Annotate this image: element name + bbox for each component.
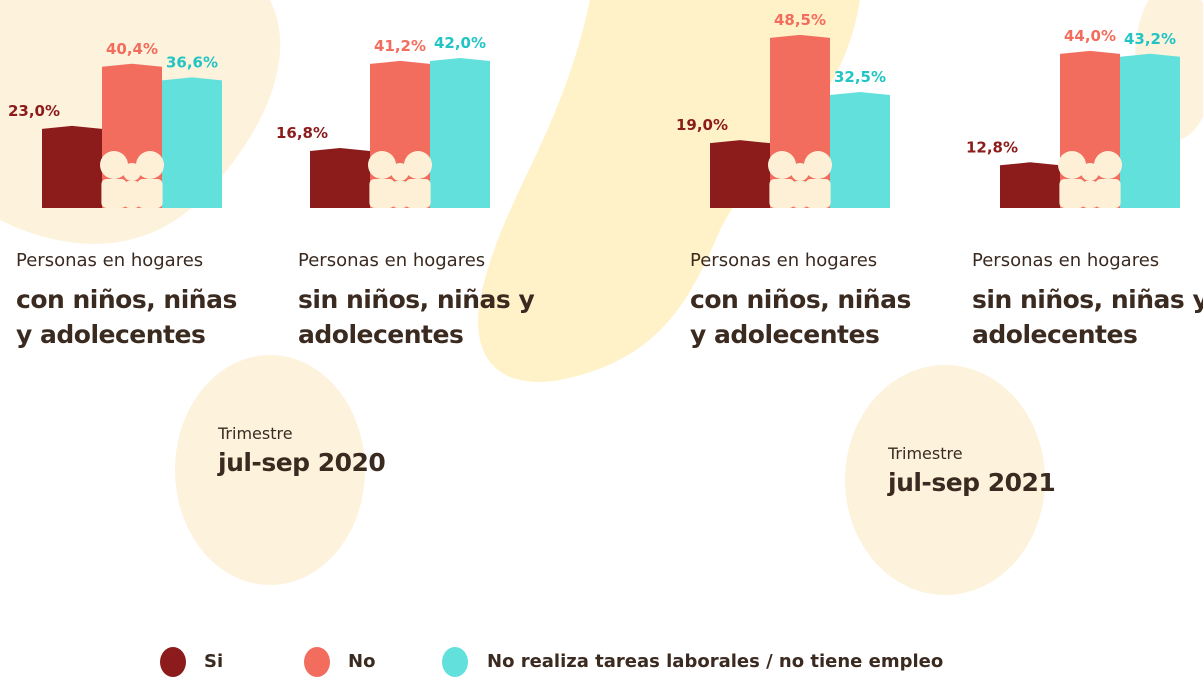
icon (137, 179, 163, 208)
subtitle: Personas en hogares (16, 250, 204, 271)
value-label: 16,8% (276, 124, 328, 142)
group-title: sin niños, niñas y adolecentes (298, 285, 535, 349)
icon (404, 151, 432, 179)
value-label: 23,0% (8, 102, 60, 120)
value-label: 19,0% (676, 116, 728, 134)
value-label: 43,2% (1124, 30, 1176, 48)
icon (791, 181, 809, 208)
bar (710, 140, 770, 208)
icon (1081, 181, 1099, 208)
value-label: 48,5% (774, 11, 826, 29)
period-value: jul-sep 2021 (888, 468, 1056, 497)
group-title: sin niños, niñas y adolecentes (972, 285, 1203, 349)
value-label: 41,2% (374, 37, 426, 55)
icon (405, 179, 431, 208)
period-value: jul-sep 2020 (218, 448, 386, 477)
legend-marker (160, 647, 186, 677)
value-label: 32,5% (834, 68, 886, 86)
bar (310, 148, 370, 208)
subtitle: Personas en hogares (298, 250, 486, 271)
bar (162, 77, 222, 208)
value-label: 42,0% (434, 34, 486, 52)
icon (1058, 151, 1086, 179)
icon (368, 151, 396, 179)
blob (845, 365, 1045, 595)
icon (369, 179, 395, 208)
icon (100, 151, 128, 179)
legend-marker (304, 647, 330, 677)
icon (1059, 179, 1085, 208)
bar-chart: 23,0% 40,4% 36,6% 16,8% 41,2% 42,0% 19,0% 48,5%… (8, 11, 1180, 209)
period-label: Trimestre (218, 424, 293, 443)
bar (830, 91, 890, 208)
value-label: 44,0% (1064, 27, 1116, 45)
blob (478, 0, 860, 382)
icon (805, 179, 831, 208)
bar (1120, 53, 1180, 208)
bar (42, 125, 102, 208)
subtitle: Personas en hogares (690, 250, 878, 271)
icon (101, 179, 127, 208)
icon (804, 151, 832, 179)
legend-marker (442, 647, 468, 677)
group-title: con niños, niñas y adolecentes (690, 285, 911, 349)
icon (1094, 151, 1122, 179)
subtitle: Personas en hogares (972, 250, 1160, 271)
blob (175, 355, 365, 585)
value-label: 36,6% (166, 53, 218, 71)
icon (1095, 179, 1121, 208)
value-label: 12,8% (966, 138, 1018, 156)
legend-label: No realiza tareas laborales / no tiene e… (487, 651, 944, 672)
icon (768, 151, 796, 179)
legend-label: No (348, 651, 376, 672)
group-title: con niños, niñas y adolecentes (16, 285, 237, 349)
legend-label: Si (204, 651, 224, 672)
bar (1000, 162, 1060, 208)
icon (769, 179, 795, 208)
value-label: 40,4% (106, 40, 158, 58)
bar (430, 58, 490, 209)
icon (123, 181, 141, 208)
icon (391, 181, 409, 208)
period-label: Trimestre (888, 444, 963, 463)
icon (136, 151, 164, 179)
